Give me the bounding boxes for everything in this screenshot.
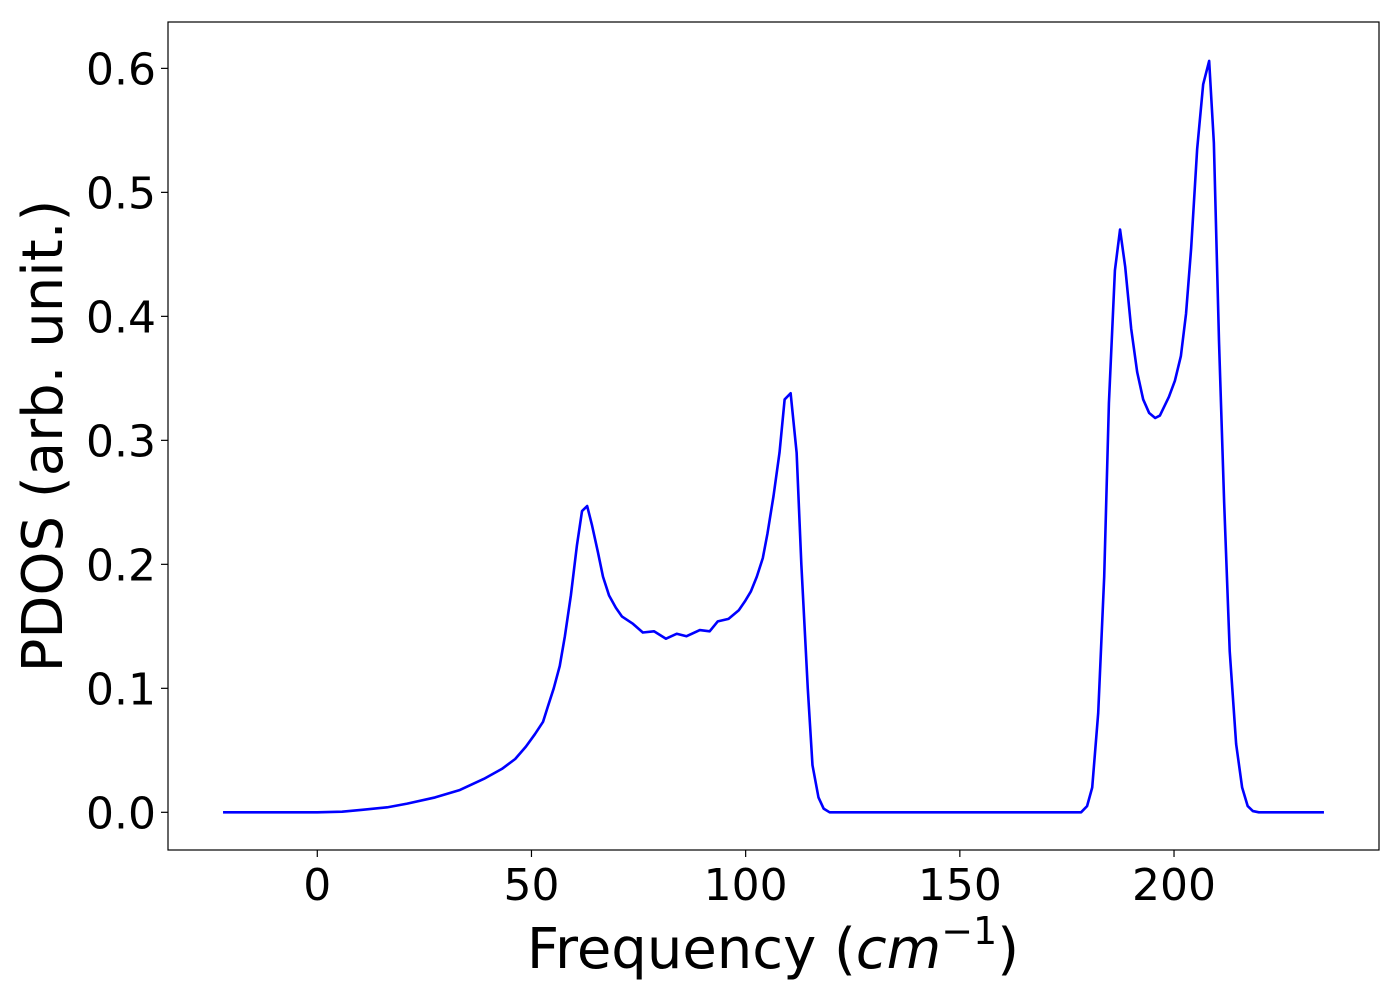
x-tick-label: 150 [918, 860, 1002, 911]
y-tick-label: 0.2 [86, 540, 156, 591]
y-tick-label: 0.5 [86, 168, 156, 219]
y-tick-label: 0.6 [86, 44, 156, 95]
plot-frame [167, 21, 1380, 851]
x-tick-label: 50 [503, 860, 559, 911]
x-tick-label: 100 [704, 860, 788, 911]
x-tick-label: 200 [1132, 860, 1216, 911]
x-tick-label: 0 [303, 860, 331, 911]
x-axis-label: Frequency (cm−1) [527, 909, 1019, 982]
y-tick-label: 0.1 [86, 664, 156, 715]
y-axis-label: PDOS (arb. unit.) [11, 200, 76, 673]
y-tick-label: 0.4 [86, 292, 156, 343]
y-tick-label: 0.3 [86, 416, 156, 467]
line [223, 59, 1324, 814]
y-tick-label: 0.0 [86, 788, 156, 839]
